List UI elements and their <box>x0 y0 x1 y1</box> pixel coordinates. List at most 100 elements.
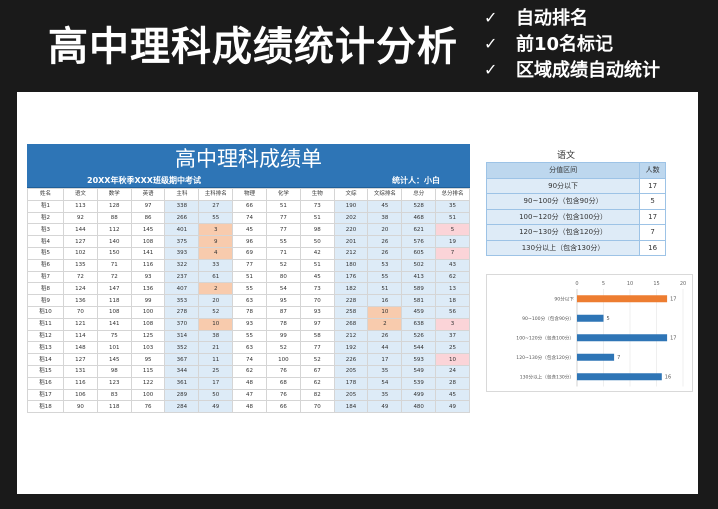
table-cell: 593 <box>401 353 437 366</box>
table-cell: 136 <box>63 294 98 307</box>
table-cell: 116 <box>63 376 98 390</box>
table-cell: 18 <box>435 294 470 307</box>
table-cell: 93 <box>299 305 335 319</box>
table-cell: 2 <box>367 317 403 331</box>
table-cell: 71 <box>96 258 132 272</box>
table-cell: 370 <box>164 317 200 331</box>
tick-label: 20 <box>680 281 686 287</box>
table-cell: 48 <box>232 376 267 390</box>
bar <box>577 295 668 303</box>
table-cell: 稻5 <box>27 246 64 260</box>
table-subtitle: 20XX年秋季XXX班级期中考试 统计人：小白 <box>27 174 470 188</box>
table-cell: 108 <box>130 317 166 331</box>
table-cell: 55 <box>232 329 267 343</box>
table-row: 稻18 90 118 76 284 49 48 66 70 184 49 480 49 <box>27 400 470 414</box>
table-cell: 192 <box>333 341 369 355</box>
table-cell: 25 <box>435 341 470 355</box>
data-label: 17 <box>670 296 676 302</box>
table-cell: 稻1 <box>27 199 64 213</box>
data-label: 17 <box>670 335 676 341</box>
table-cell: 135 <box>63 258 98 272</box>
table-cell: 62 <box>435 270 470 284</box>
table-cell: 72 <box>96 270 132 284</box>
table-cell: 136 <box>130 282 166 296</box>
stats-count-cell: 7 <box>639 224 666 241</box>
stats-row: 130分以上（包含130分） 16 <box>485 239 666 256</box>
table-cell: 131 <box>63 364 98 378</box>
table-cell: 50 <box>198 388 234 402</box>
table-cell: 87 <box>265 305 301 319</box>
table-cell: 118 <box>96 400 132 414</box>
table-cell: 67 <box>299 364 335 378</box>
table-cell: 55 <box>367 270 403 284</box>
table-cell: 54 <box>265 282 301 296</box>
tick-label: 0 <box>575 281 578 287</box>
table-cell: 37 <box>435 329 470 343</box>
table-cell: 144 <box>63 223 98 237</box>
table-row: 稻14 127 145 95 367 11 74 100 52 226 17 593 10 <box>27 353 470 366</box>
table-cell: 71 <box>265 246 301 260</box>
table-cell: 97 <box>299 317 335 331</box>
table-cell: 100 <box>265 353 301 366</box>
table-cell: 55 <box>232 282 267 296</box>
stats-row: 90~100分（包含90分） 5 <box>485 193 666 210</box>
table-cell: 98 <box>96 364 132 378</box>
table-cell: 76 <box>265 388 301 402</box>
table-cell: 106 <box>63 388 98 402</box>
table-header-cell: 物理 <box>232 188 267 201</box>
table-cell: 145 <box>96 353 132 366</box>
check-icon: ✓ <box>484 33 498 53</box>
table-cell: 97 <box>130 199 166 213</box>
table-cell: 95 <box>265 294 301 307</box>
table-cell: 66 <box>232 199 267 213</box>
table-cell: 99 <box>265 329 301 343</box>
table-cell: 115 <box>130 364 166 378</box>
table-cell: 123 <box>96 376 132 390</box>
table-cell: 稻4 <box>27 235 64 248</box>
table-cell: 205 <box>333 388 369 402</box>
table-cell: 605 <box>401 246 437 260</box>
table-cell: 338 <box>164 199 200 213</box>
table-cell: 3 <box>198 223 234 237</box>
table-cell: 52 <box>198 305 234 319</box>
feature-item: ✓ 自动排名 <box>484 7 588 30</box>
table-cell: 11 <box>198 353 234 366</box>
table-cell: 90 <box>63 400 98 414</box>
table-cell: 稻7 <box>27 270 64 284</box>
table-cell: 稻18 <box>27 400 64 414</box>
table-cell: 125 <box>130 329 166 343</box>
table-cell: 75 <box>96 329 132 343</box>
table-cell: 28 <box>435 376 470 390</box>
data-label: 16 <box>665 374 671 380</box>
table-cell: 88 <box>96 211 132 225</box>
table-cell: 51 <box>435 211 470 225</box>
stats-count-cell: 16 <box>639 239 666 256</box>
table-cell: 52 <box>299 353 335 366</box>
table-cell: 141 <box>130 246 166 260</box>
table-row: 稻6 135 71 116 322 33 77 52 51 180 53 502 43 <box>27 258 470 272</box>
table-cell: 63 <box>232 294 267 307</box>
table-cell: 26 <box>367 235 403 248</box>
table-cell: 稻6 <box>27 258 64 272</box>
table-cell: 72 <box>63 270 98 284</box>
table-cell: 124 <box>63 282 98 296</box>
table-cell: 182 <box>333 282 369 296</box>
stats-range-cell: 120~130分（包含120分） <box>485 224 641 241</box>
table-cell: 69 <box>232 246 267 260</box>
table-row: 稻15 131 98 115 344 25 62 76 67 205 35 549 24 <box>27 364 470 378</box>
table-row: 稻2 92 88 86 266 55 74 77 51 202 38 468 51 <box>27 211 470 225</box>
table-cell: 78 <box>265 317 301 331</box>
table-cell: 141 <box>96 317 132 331</box>
table-cell: 稻12 <box>27 329 64 343</box>
table-cell: 13 <box>435 282 470 296</box>
check-icon: ✓ <box>484 59 498 79</box>
table-cell: 266 <box>164 211 200 225</box>
table-row: 稻3 144 112 145 401 3 45 77 98 220 20 621 5 <box>27 223 470 237</box>
table-cell: 稻14 <box>27 353 64 366</box>
table-cell: 549 <box>401 364 437 378</box>
table-header-cell: 语文 <box>63 188 98 201</box>
table-cell: 108 <box>96 305 132 319</box>
table-cell: 268 <box>333 317 369 331</box>
table-cell: 55 <box>198 211 234 225</box>
table-cell: 56 <box>435 305 470 319</box>
